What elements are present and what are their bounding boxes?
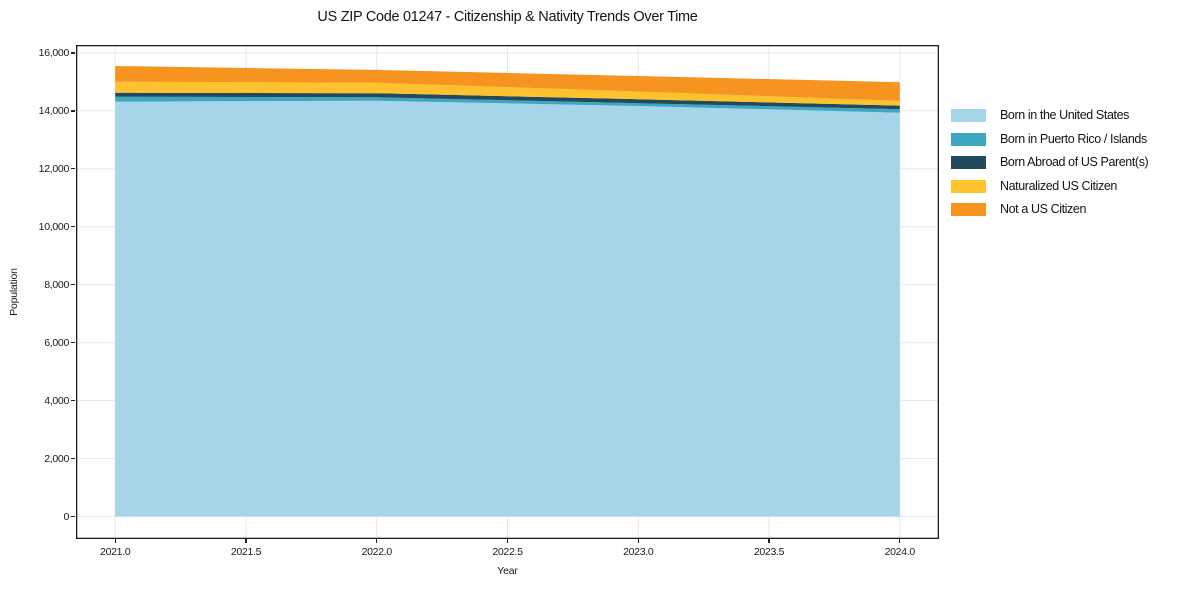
legend: Born in the United States Born in Puerto … xyxy=(951,109,1149,227)
y-tick-label: 0 xyxy=(63,510,69,523)
area-not-a-us-citizen xyxy=(115,66,900,101)
plot-frame xyxy=(76,45,939,539)
x-tick-mark xyxy=(114,539,116,543)
y-tick-label: 2,000 xyxy=(44,452,69,465)
x-tick-mark xyxy=(245,539,247,543)
area-naturalized-us-citizen xyxy=(115,81,900,106)
legend-item-not-a-us-citizen: Not a US Citizen xyxy=(951,203,1148,216)
legend-label: Born Abroad of US Parent(s) xyxy=(1000,155,1149,169)
y-tick-label: 12,000 xyxy=(38,162,70,175)
x-tick-mark xyxy=(376,539,378,543)
x-tick-label: 2021.0 xyxy=(100,546,131,558)
x-tick-label: 2024.0 xyxy=(884,546,916,558)
y-tick-mark xyxy=(71,226,76,228)
legend-swatch xyxy=(951,109,986,122)
area-born-in-the-united-states xyxy=(115,100,900,517)
x-tick-label: 2023.5 xyxy=(753,546,785,558)
x-tick-label: 2022.0 xyxy=(361,546,393,558)
y-tick-mark xyxy=(71,168,76,170)
y-tick-label: 16,000 xyxy=(38,46,70,59)
legend-label: Born in Puerto Rico / Islands xyxy=(1000,131,1147,146)
legend-label: Not a US Citizen xyxy=(1000,202,1086,216)
y-tick-mark xyxy=(71,284,76,286)
x-axis-label: Year xyxy=(497,565,518,577)
legend-item-born-abroad-of-us-parent-s: Born Abroad of US Parent(s) xyxy=(951,155,1149,169)
legend-item-born-in-puerto-rico-islands: Born in Puerto Rico / Islands xyxy=(951,131,1148,146)
stacked-area-chart xyxy=(76,45,939,539)
y-tick-mark xyxy=(71,400,76,402)
x-tick-mark xyxy=(768,539,770,543)
y-tick-label: 14,000 xyxy=(38,104,70,117)
y-tick-mark xyxy=(71,52,76,54)
y-tick-label: 6,000 xyxy=(44,336,69,349)
legend-swatch xyxy=(951,179,986,193)
y-axis-label: Population xyxy=(8,268,20,316)
legend-swatch xyxy=(951,156,986,169)
x-tick-label: 2021.5 xyxy=(230,546,262,558)
y-tick-mark xyxy=(71,457,76,460)
legend-item-naturalized-us-citizen: Naturalized US Citizen xyxy=(951,178,1148,193)
y-tick-label: 10,000 xyxy=(38,220,70,233)
area-born-in-puerto-rico-islands xyxy=(115,96,900,113)
y-tick-label: 4,000 xyxy=(44,394,69,407)
x-tick-mark xyxy=(506,539,509,543)
y-tick-mark xyxy=(71,342,76,344)
legend-item-born-in-the-united-states: Born in the United States xyxy=(951,109,1148,122)
y-tick-mark xyxy=(71,515,76,518)
x-tick-label: 2022.5 xyxy=(492,546,523,558)
legend-swatch xyxy=(951,132,986,146)
legend-swatch xyxy=(951,203,986,216)
legend-label: Born in the United States xyxy=(1000,108,1129,122)
x-tick-mark xyxy=(637,539,639,543)
x-tick-mark xyxy=(899,539,901,543)
chart-title: US ZIP Code 01247 - Citizenship & Nativi… xyxy=(317,9,698,25)
plot-area xyxy=(76,45,939,539)
y-tick-label: 8,000 xyxy=(44,278,69,291)
y-tick-mark xyxy=(71,110,76,112)
x-tick-label: 2023.0 xyxy=(623,546,654,558)
legend-label: Naturalized US Citizen xyxy=(1000,178,1117,193)
area-born-abroad-of-us-parent-s xyxy=(115,92,900,110)
